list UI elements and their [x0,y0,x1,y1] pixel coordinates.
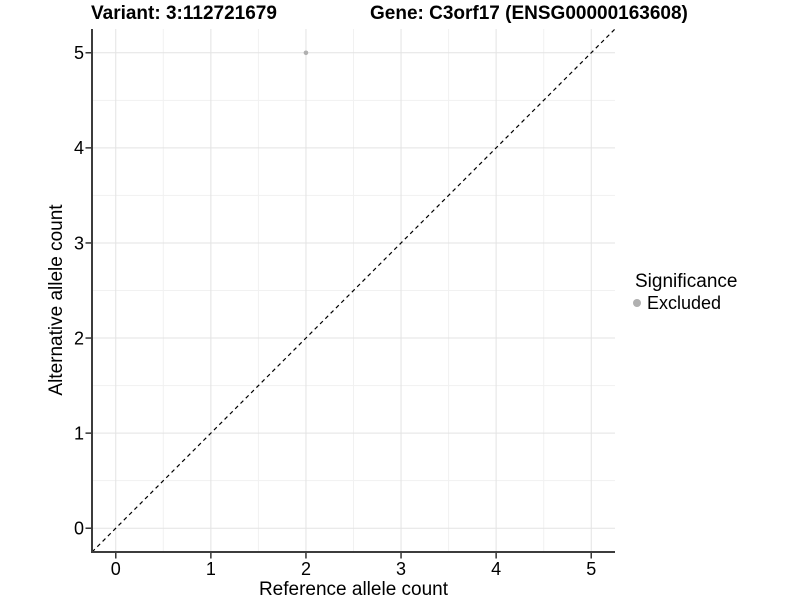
y-tick-label: 1 [74,423,84,443]
y-axis-title: Alternative allele count [46,204,67,396]
y-tick-label: 3 [74,233,84,253]
y-tick-label: 0 [74,519,84,539]
identity-line [91,28,616,553]
x-tick-label: 5 [586,559,596,579]
x-axis-title: Reference allele count [258,579,449,600]
variant-title: Variant: 3:112721679 [91,3,277,24]
x-tick-label: 0 [111,559,121,579]
data-point [303,50,309,56]
x-tick-label: 2 [301,559,311,579]
x-tick-label: 1 [206,559,216,579]
y-tick-label: 5 [74,43,84,63]
y-tick-label: 2 [74,328,84,348]
gene-title: Gene: C3orf17 (ENSG00000163608) [370,3,688,24]
x-tick-label: 4 [491,559,501,579]
legend: Significance Excluded [630,271,737,313]
legend-item-excluded: Excluded [630,293,737,313]
x-tick-label: 3 [396,559,406,579]
legend-item-label: Excluded [647,292,722,313]
legend-title: Significance [635,271,738,292]
excluded-point-icon [633,299,641,307]
y-tick-label: 4 [74,138,84,158]
